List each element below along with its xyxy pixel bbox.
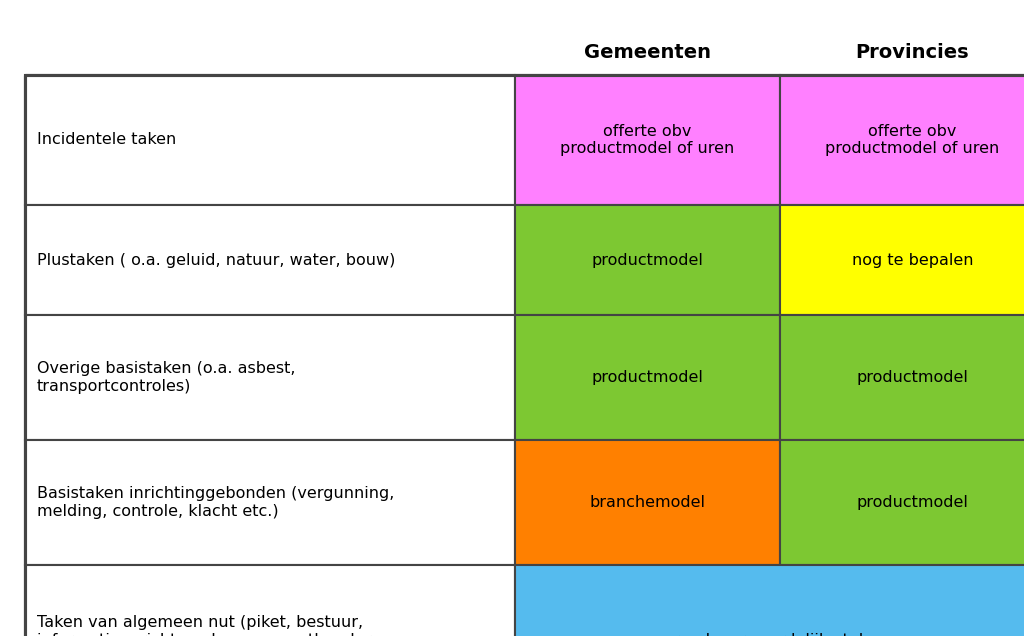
Bar	[780, 75, 1024, 205]
Text: Incidentele taken: Incidentele taken	[37, 132, 176, 148]
Text: productmodel: productmodel	[856, 495, 969, 510]
Bar	[515, 205, 780, 315]
Text: productmodel: productmodel	[592, 252, 703, 268]
Bar	[515, 440, 780, 565]
Bar	[25, 565, 515, 636]
Text: Overige basistaken (o.a. asbest,
transportcontroles): Overige basistaken (o.a. asbest, transpo…	[37, 361, 296, 394]
Text: Basistaken inrichtinggebonden (vergunning,
melding, controle, klacht etc.): Basistaken inrichtinggebonden (vergunnin…	[37, 487, 394, 519]
Text: offerte obv
productmodel of uren: offerte obv productmodel of uren	[825, 124, 999, 156]
Bar	[515, 315, 780, 440]
Text: randvoorwaardelijke taken: randvoorwaardelijke taken	[673, 632, 888, 636]
Text: Taken van algemeen nut (piket, bestuur,
informatiegericht werken, accounthouders: Taken van algemeen nut (piket, bestuur, …	[37, 615, 385, 636]
Bar	[515, 75, 780, 205]
Bar	[780, 315, 1024, 440]
Bar	[515, 565, 1024, 636]
Text: Provincies: Provincies	[856, 43, 970, 62]
Text: offerte obv
productmodel of uren: offerte obv productmodel of uren	[560, 124, 734, 156]
Text: nog te bepalen: nog te bepalen	[852, 252, 973, 268]
Bar	[780, 440, 1024, 565]
Text: Plustaken ( o.a. geluid, natuur, water, bouw): Plustaken ( o.a. geluid, natuur, water, …	[37, 252, 395, 268]
Text: branchemodel: branchemodel	[590, 495, 706, 510]
Bar	[25, 205, 515, 315]
Bar	[25, 315, 515, 440]
Bar	[780, 205, 1024, 315]
Bar	[25, 440, 515, 565]
Text: productmodel: productmodel	[592, 370, 703, 385]
Text: productmodel: productmodel	[856, 370, 969, 385]
Text: Gemeenten: Gemeenten	[584, 43, 711, 62]
Bar	[25, 75, 515, 205]
